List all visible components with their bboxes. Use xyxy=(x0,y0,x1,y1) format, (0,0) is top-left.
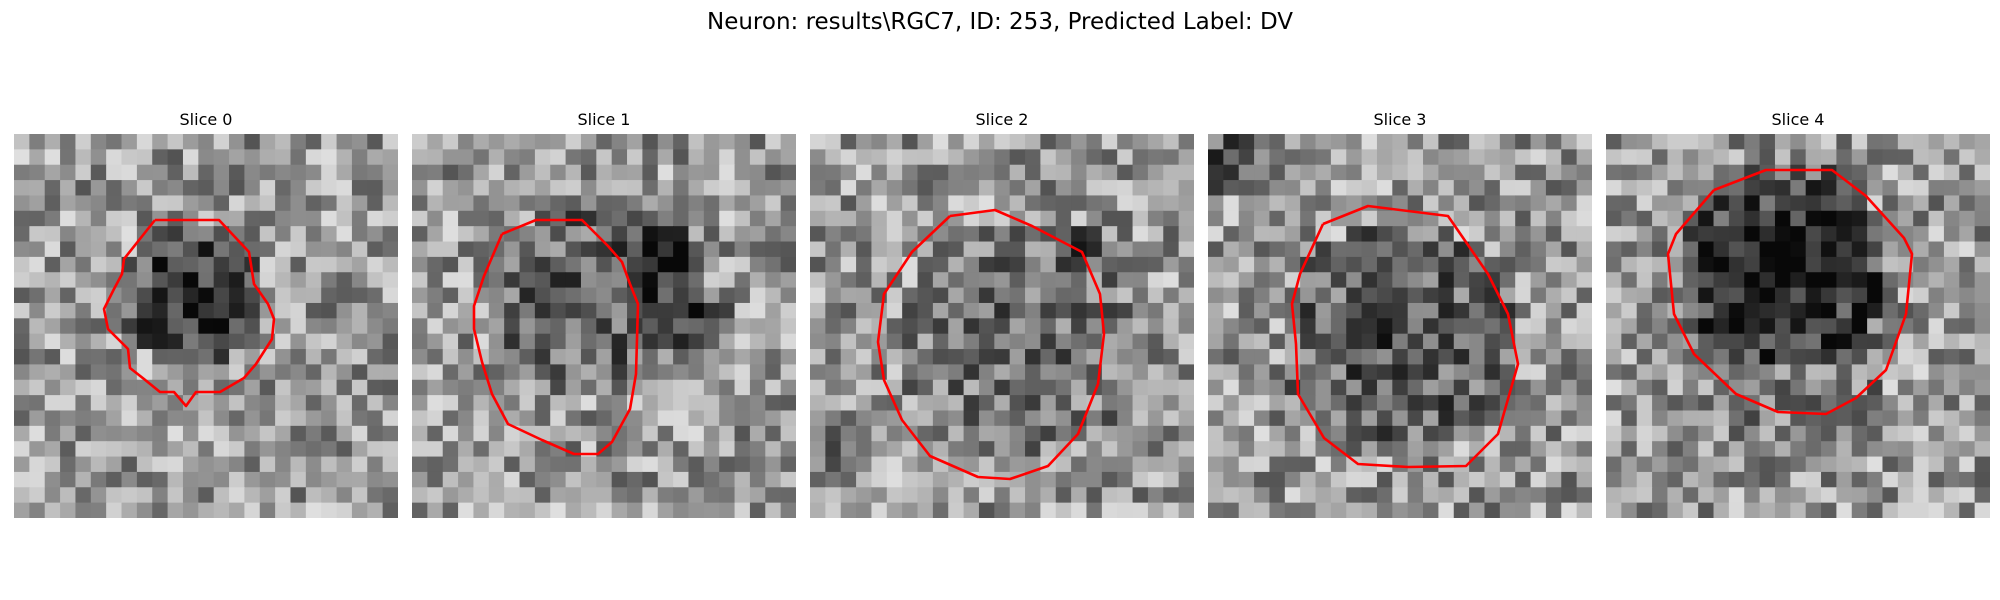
slice-panel-0: Slice 0 xyxy=(14,108,398,518)
slice-title-2: Slice 2 xyxy=(975,110,1029,129)
slice-title-0: Slice 0 xyxy=(179,110,233,129)
slice-panel-3: Slice 3 xyxy=(1208,108,1592,518)
cell-contour-3 xyxy=(1290,204,1520,469)
slice-title-1: Slice 1 xyxy=(577,110,631,129)
slice-image-0 xyxy=(14,134,398,518)
slice-pixels-4 xyxy=(1606,134,1990,518)
cell-contour-0 xyxy=(102,218,276,408)
slice-panel-4: Slice 4 xyxy=(1606,108,1990,518)
cell-contour-1 xyxy=(472,218,640,456)
slice-image-3 xyxy=(1208,134,1592,518)
slice-pixels-3 xyxy=(1208,134,1592,518)
slice-pixels-0 xyxy=(14,134,398,518)
slice-image-2 xyxy=(810,134,1194,518)
slice-image-4 xyxy=(1606,134,1990,518)
slice-pixels-1 xyxy=(412,134,796,518)
slice-panel-2: Slice 2 xyxy=(810,108,1194,518)
cell-contour-4 xyxy=(1666,168,1914,416)
figure-title: Neuron: results\RGC7, ID: 253, Predicted… xyxy=(706,9,1294,35)
slice-image-1 xyxy=(412,134,796,518)
cell-contour-2 xyxy=(876,208,1106,481)
slice-title-3: Slice 3 xyxy=(1373,110,1427,129)
slice-pixels-2 xyxy=(810,134,1194,518)
slice-panel-1: Slice 1 xyxy=(412,108,796,518)
slice-title-4: Slice 4 xyxy=(1771,110,1825,129)
